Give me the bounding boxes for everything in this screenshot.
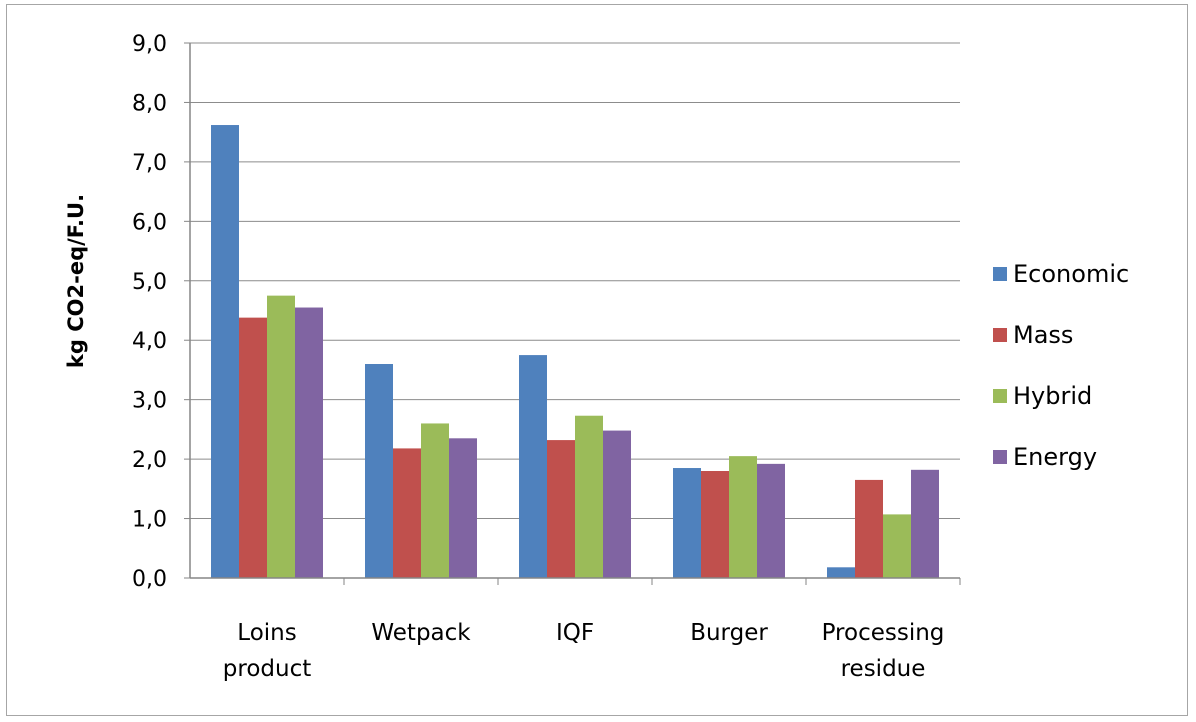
bar-economic	[519, 355, 547, 578]
bar-mass	[393, 448, 421, 578]
x-tick-label: IQF	[556, 620, 594, 646]
legend: Economic Mass Hybrid Energy	[993, 260, 1129, 471]
chart-frame	[6, 4, 1188, 716]
y-tick-label: 2,0	[132, 448, 167, 473]
y-tick-label: 4,0	[132, 329, 167, 354]
y-tick-label: 7,0	[132, 151, 167, 176]
bar-economic	[827, 567, 855, 578]
x-tick-label: Wetpack	[371, 620, 471, 646]
y-axis-title: kg CO2-eq/F.U.	[64, 194, 88, 368]
x-tick-label: Loins	[237, 620, 296, 646]
bar-economic	[673, 468, 701, 578]
y-tick-label: 5,0	[132, 270, 167, 295]
bar-mass	[239, 317, 267, 578]
y-tick-label: 1,0	[132, 508, 167, 533]
bar-hybrid	[729, 456, 757, 578]
bar-economic	[365, 364, 393, 578]
x-tick-label: Processing	[822, 620, 945, 646]
bar-energy	[603, 430, 631, 578]
x-tick-label: product	[223, 656, 311, 682]
bar-hybrid	[267, 295, 295, 578]
y-tick-label: 8,0	[132, 91, 167, 116]
bar-energy	[757, 463, 785, 578]
x-tick-label: residue	[841, 656, 926, 682]
y-tick-label: 9,0	[132, 32, 167, 57]
legend-swatch-mass	[993, 328, 1007, 342]
bar-hybrid	[421, 423, 449, 578]
legend-label-mass: Mass	[1013, 321, 1073, 349]
y-tick-label: 0,0	[132, 567, 167, 592]
bar-energy	[295, 307, 323, 578]
x-tick-label: Burger	[690, 620, 768, 646]
bar-economic	[211, 125, 239, 579]
legend-label-economic: Economic	[1013, 260, 1129, 288]
bar-mass	[855, 479, 883, 578]
legend-swatch-economic	[993, 267, 1007, 281]
y-tick-label: 6,0	[132, 210, 167, 235]
legend-label-energy: Energy	[1013, 443, 1097, 471]
y-tick-label: 3,0	[132, 389, 167, 414]
bar-mass	[547, 440, 575, 578]
bar-hybrid	[883, 514, 911, 578]
axes	[189, 43, 961, 585]
legend-swatch-energy	[993, 450, 1007, 464]
bars	[211, 125, 939, 579]
bar-mass	[701, 471, 729, 578]
bar-energy	[911, 469, 939, 578]
y-tick-labels: 0,0 1,0 2,0 3,0 4,0 5,0 6,0 7,0 8,0 9,0	[132, 32, 190, 592]
bar-energy	[449, 438, 477, 578]
legend-swatch-hybrid	[993, 389, 1007, 403]
legend-label-hybrid: Hybrid	[1013, 382, 1092, 410]
bar-hybrid	[575, 415, 603, 578]
category-labels: Loins product Wetpack IQF Burger Processing re…	[223, 620, 945, 682]
